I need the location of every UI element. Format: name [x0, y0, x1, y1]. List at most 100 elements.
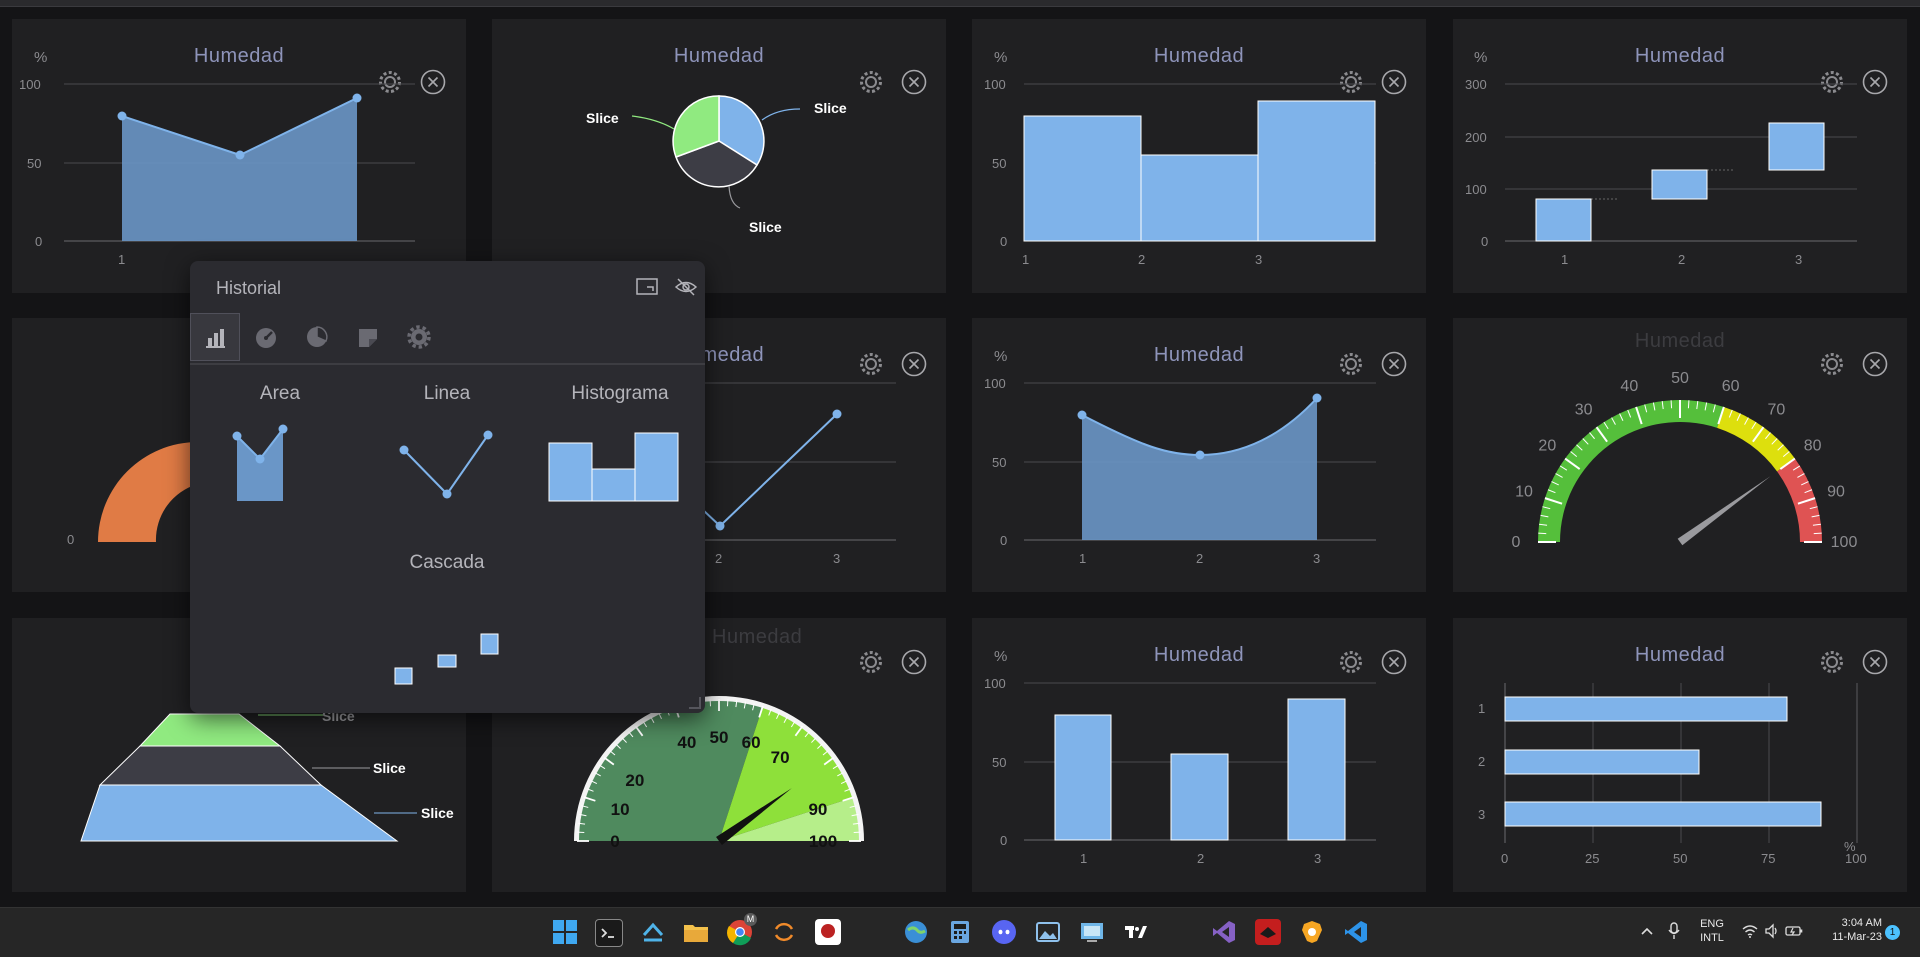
file-explorer-icon[interactable]: [683, 919, 709, 945]
y-tick: 300: [1465, 77, 1487, 92]
funnel-segment[interactable]: [81, 785, 397, 841]
y-tick: 1: [1478, 701, 1485, 716]
taskbar: M ENG INTL: [0, 907, 1920, 957]
x-tick: 75: [1761, 851, 1775, 866]
column-bar[interactable]: [1288, 699, 1345, 840]
y-tick: 3: [1478, 807, 1485, 822]
y-tick: 100: [19, 77, 41, 92]
vscode-icon[interactable]: [1343, 919, 1369, 945]
pie-label: Slice: [749, 219, 782, 235]
column-bar[interactable]: [1055, 715, 1111, 840]
donut-segment[interactable]: [98, 442, 198, 542]
bar-h[interactable]: [1505, 802, 1821, 826]
calculator-icon[interactable]: [947, 919, 973, 945]
waterfall-bar[interactable]: [1652, 170, 1707, 199]
tab-bar-chart[interactable]: [190, 313, 240, 361]
eye-hidden-icon[interactable]: [674, 277, 698, 297]
waterfall-bar[interactable]: [1769, 123, 1824, 170]
data-point[interactable]: [1078, 411, 1087, 420]
pie-chart: Slice Slice Slice: [492, 19, 946, 293]
histogram-bar[interactable]: [1024, 116, 1141, 241]
globe-app-icon[interactable]: [903, 919, 929, 945]
data-point[interactable]: [833, 410, 842, 419]
windows-start-icon[interactable]: [552, 919, 578, 945]
gauge-label: 90: [1827, 483, 1845, 500]
blank-app-icon[interactable]: [858, 919, 884, 945]
resize-handle[interactable]: [689, 697, 701, 709]
tab-gauge[interactable]: [241, 313, 291, 361]
x-tick: 3: [1313, 551, 1320, 566]
tab-sticky-note[interactable]: [343, 313, 393, 361]
gauge-tick: [1538, 533, 1546, 534]
data-point[interactable]: [1313, 394, 1322, 403]
battery-icon[interactable]: [1785, 924, 1803, 938]
chrome-icon[interactable]: M: [727, 919, 753, 945]
bar-h[interactable]: [1505, 750, 1699, 774]
x-tick: 0: [1501, 851, 1508, 866]
language-indicator[interactable]: ENG INTL: [1696, 917, 1728, 945]
gauge-label: 70: [1767, 401, 1785, 418]
x-tick: 25: [1585, 851, 1599, 866]
settings-icon: [406, 324, 432, 350]
column-bar[interactable]: [1171, 754, 1228, 840]
chart-card-bar: Humedad 1 2 3 0 25 50 75 100 %: [1453, 618, 1907, 892]
gauge-label: 10: [1515, 483, 1533, 500]
data-point[interactable]: [118, 112, 127, 121]
microphone-icon[interactable]: [1667, 922, 1681, 940]
waterfall-chart: 300 200 100 0 1 2 3: [1453, 19, 1907, 293]
keyboard-layout: INTL: [1696, 931, 1728, 945]
area-thumbnail: [210, 413, 350, 513]
volume-icon[interactable]: [1764, 923, 1780, 939]
bar-h[interactable]: [1505, 697, 1787, 721]
gauge-label: 50: [710, 728, 729, 747]
gauge-needle: [1678, 476, 1771, 545]
photos-icon[interactable]: [1035, 919, 1061, 945]
app-logo-icon[interactable]: [815, 919, 841, 945]
discord-icon[interactable]: [991, 919, 1017, 945]
gauge-label: 20: [1538, 438, 1556, 455]
visual-studio-icon[interactable]: [1211, 919, 1237, 945]
tab-pie[interactable]: [292, 313, 342, 361]
data-point[interactable]: [236, 151, 245, 160]
clock[interactable]: 3:04 AM 11-Mar-23: [1814, 916, 1882, 944]
funnel-segment[interactable]: [140, 714, 280, 746]
funnel-segment[interactable]: [100, 746, 321, 785]
spline-area-chart: 100 50 0 1 2 3: [972, 318, 1426, 592]
tradingview-icon[interactable]: [1123, 919, 1149, 945]
chart-type-tabs: [190, 311, 705, 365]
gallery-line[interactable]: Linea: [377, 383, 517, 510]
app-icon[interactable]: [640, 919, 666, 945]
data-point[interactable]: [353, 94, 362, 103]
y-tick: 0: [67, 532, 74, 547]
histogram-bar[interactable]: [1141, 155, 1258, 241]
x-tick: 50: [1673, 851, 1687, 866]
window-maximize-icon[interactable]: [636, 277, 658, 297]
gallery-label: Cascada: [377, 552, 517, 574]
clock-time: 3:04 AM: [1814, 916, 1882, 930]
x-tick: 3: [1255, 252, 1262, 267]
tray-overflow-icon[interactable]: [1640, 924, 1654, 938]
histogram-thumbnail: [545, 413, 695, 513]
gallery-area[interactable]: Area: [210, 383, 350, 510]
wifi-icon[interactable]: [1742, 924, 1758, 938]
pie-chart-icon: [304, 324, 330, 350]
gauge-label: 0: [610, 832, 619, 851]
notification-badge[interactable]: 1: [1885, 925, 1900, 940]
gauge-tick: [1688, 400, 1689, 408]
data-point[interactable]: [716, 522, 725, 531]
histogram-bar[interactable]: [1258, 101, 1375, 241]
gallery-histogram[interactable]: Histograma: [545, 383, 695, 510]
terminal-icon[interactable]: [595, 919, 623, 947]
waterfall-bar[interactable]: [1536, 199, 1591, 241]
pie-label: Slice: [586, 110, 619, 126]
tab-settings[interactable]: [394, 313, 444, 361]
sync-app-icon[interactable]: [771, 919, 797, 945]
brave-icon[interactable]: [1299, 919, 1325, 945]
gauge-label: 70: [771, 748, 790, 767]
gallery-waterfall[interactable]: Cascada: [377, 552, 517, 689]
control-panel-icon[interactable]: [1079, 919, 1105, 945]
chart-card-area: Humedad % 100 50 0 1: [12, 19, 466, 293]
data-point[interactable]: [1196, 451, 1205, 460]
red-app-icon[interactable]: [1255, 919, 1281, 945]
